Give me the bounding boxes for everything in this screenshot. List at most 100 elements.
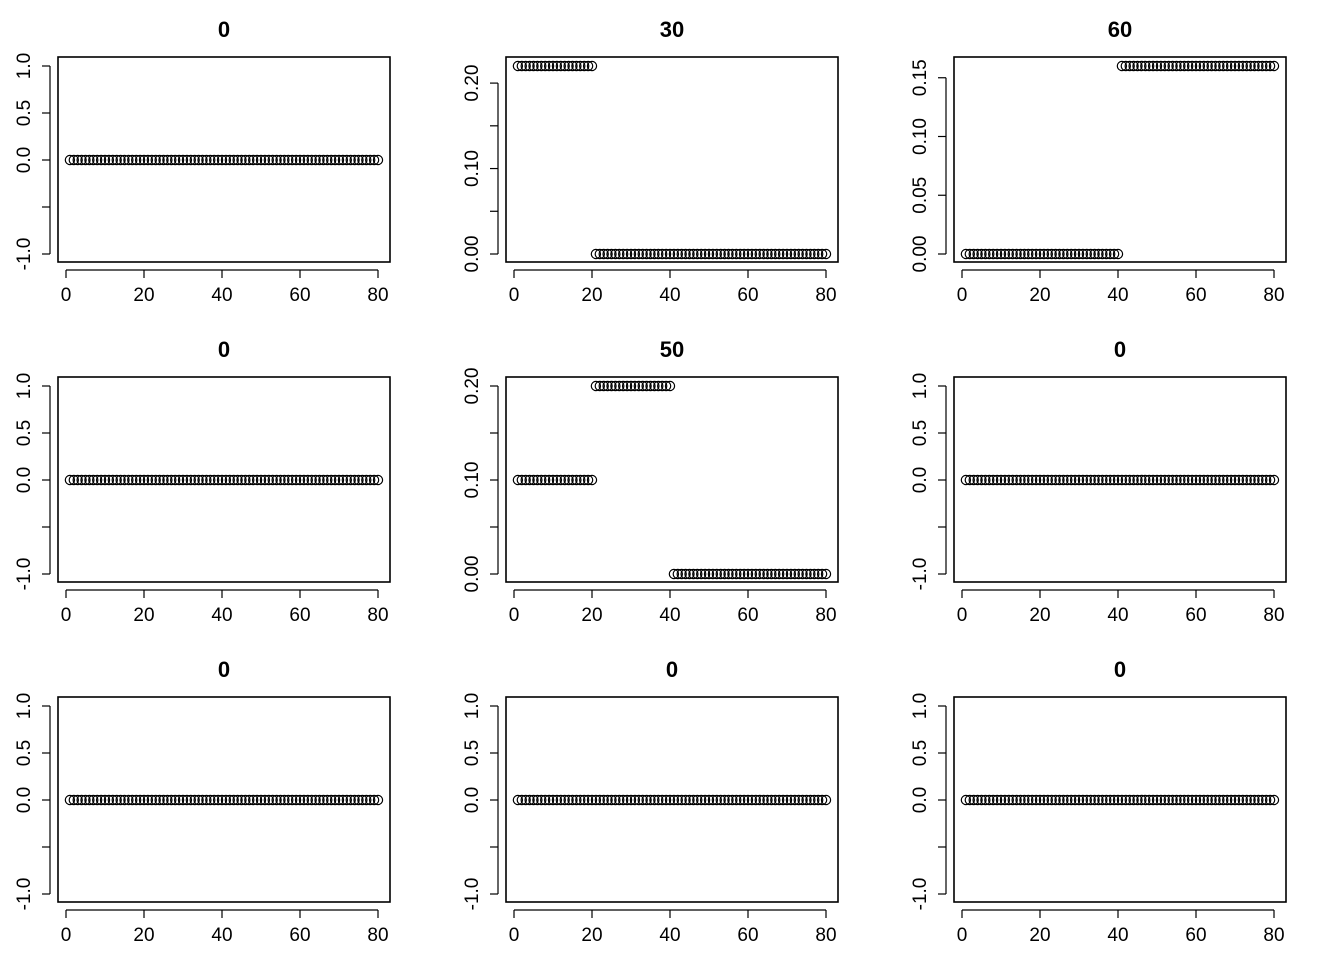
panel-title: 0 [1114, 657, 1126, 682]
y-tick-label: -1.0 [14, 558, 35, 591]
data-point [275, 794, 286, 806]
data-point [563, 474, 574, 486]
data-point [1003, 794, 1015, 806]
data-point [99, 474, 111, 486]
data-point [586, 474, 598, 486]
data-point [158, 794, 169, 806]
data-point [1128, 794, 1139, 806]
data-point [964, 474, 976, 486]
data-point [1101, 794, 1112, 806]
data-point [103, 474, 115, 486]
data-point [166, 154, 177, 166]
data-point [1054, 248, 1065, 260]
data-point [337, 474, 349, 486]
data-point [1015, 474, 1026, 486]
data-point [567, 60, 578, 72]
data-point [995, 794, 1007, 806]
data-point [1132, 60, 1143, 72]
data-point [1198, 474, 1210, 486]
data-point [1245, 794, 1256, 806]
data-point [240, 794, 251, 806]
data-point [232, 154, 243, 166]
data-point [668, 248, 680, 260]
panel-4: 0 0 20 40 60 80 -1.0 0.0 0.5 1.0 [14, 337, 391, 626]
data-point [649, 794, 660, 806]
data-point [1194, 60, 1206, 72]
data-point [1132, 794, 1143, 806]
data-point [357, 474, 368, 486]
data-point [287, 154, 298, 166]
y-tick-label: 0.0 [14, 787, 35, 813]
data-point [220, 154, 232, 166]
data-point [208, 474, 220, 486]
data-point [789, 794, 801, 806]
data-point [1058, 248, 1069, 260]
data-point [590, 794, 602, 806]
data-point [738, 568, 750, 580]
data-point [1237, 794, 1249, 806]
data-point [805, 794, 816, 806]
data-point [770, 794, 781, 806]
data-point [142, 794, 154, 806]
data-point [1093, 474, 1104, 486]
data-point [1179, 794, 1190, 806]
data-point [1081, 474, 1093, 486]
data-point [1097, 474, 1108, 486]
data-point [84, 794, 95, 806]
data-point [1155, 60, 1167, 72]
data-point [181, 154, 193, 166]
data-point [731, 568, 742, 580]
plot-frame [505, 376, 839, 583]
data-point [255, 794, 267, 806]
data-point [228, 474, 239, 486]
data-point [590, 248, 602, 260]
data-point [968, 474, 979, 486]
y-tick-label: 0.5 [14, 420, 35, 446]
y-tick-label: 0.10 [462, 150, 483, 187]
data-point [247, 474, 259, 486]
data-point [719, 568, 730, 580]
data-point [559, 474, 570, 486]
data-point [279, 794, 290, 806]
data-point [1151, 794, 1163, 806]
data-point [696, 248, 707, 260]
data-point [723, 794, 734, 806]
data-point [785, 568, 797, 580]
data-point [547, 474, 559, 486]
data-point [629, 248, 641, 260]
data-point [594, 794, 606, 806]
data-point [1206, 60, 1217, 72]
data-point [657, 794, 668, 806]
data-point [1120, 60, 1132, 72]
data-point [1081, 794, 1093, 806]
data-point [115, 794, 126, 806]
data-point [797, 248, 808, 260]
data-point [244, 154, 255, 166]
data-point [991, 794, 1003, 806]
data-point [633, 380, 645, 392]
data-point [349, 474, 360, 486]
data-point [754, 794, 765, 806]
data-point [1046, 248, 1057, 260]
data-point [742, 794, 754, 806]
data-point [1073, 248, 1085, 260]
data-point [801, 794, 812, 806]
data-point [1140, 474, 1151, 486]
data-point [181, 474, 193, 486]
data-point [543, 60, 555, 72]
data-point [236, 474, 247, 486]
data-point [1065, 794, 1077, 806]
data-point [1112, 474, 1124, 486]
data-point [290, 474, 302, 486]
data-point [1186, 794, 1198, 806]
data-point [633, 794, 645, 806]
data-point [660, 248, 672, 260]
data-point [329, 794, 341, 806]
x-tick-label: 40 [659, 605, 680, 626]
data-point [1171, 474, 1182, 486]
data-point [236, 794, 247, 806]
data-point [1054, 474, 1065, 486]
data-point [1073, 794, 1085, 806]
data-point [664, 794, 676, 806]
data-point [727, 568, 738, 580]
